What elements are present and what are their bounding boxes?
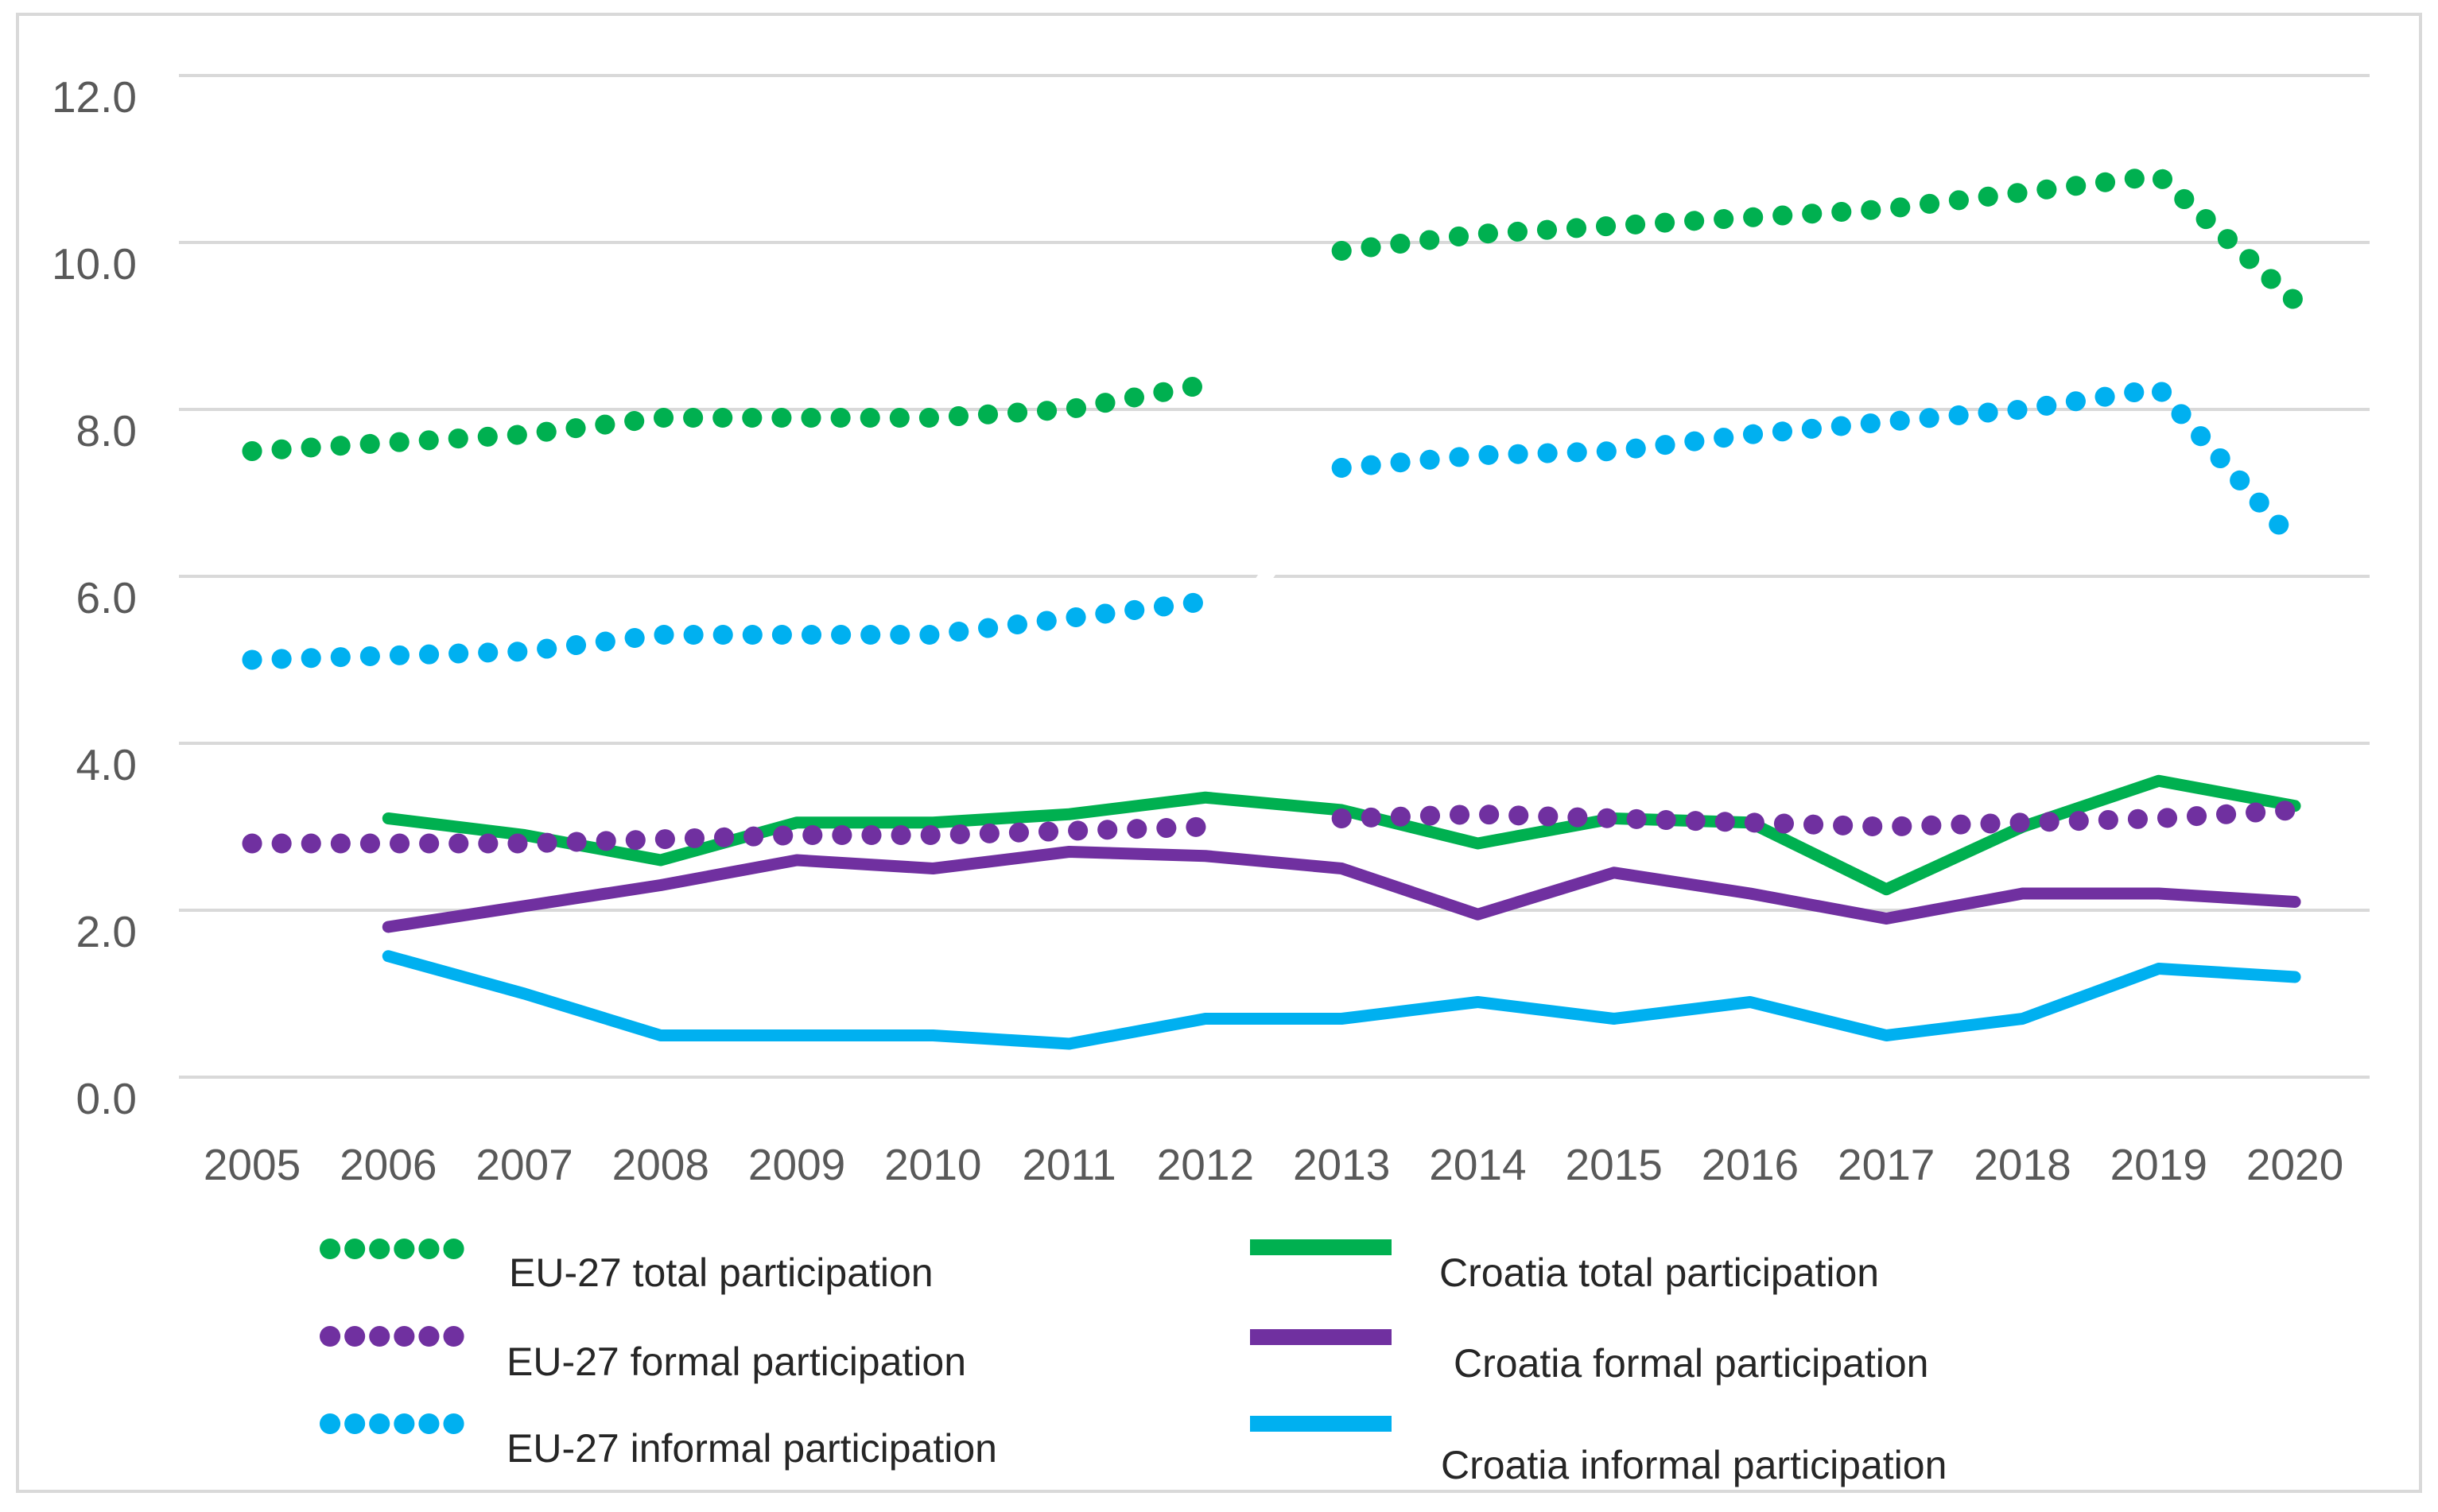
y-axis-label-8.0: 8.0 <box>76 406 137 456</box>
x-axis-label-2014: 2014 <box>1429 1140 1526 1189</box>
x-axis-label-2007: 2007 <box>476 1140 573 1189</box>
x-axis-label-2012: 2012 <box>1157 1140 1254 1189</box>
series-croatia-formal-participation <box>382 846 2301 933</box>
series-eu-27-formal-participation-segment-2 <box>1331 800 2305 837</box>
x-axis-label-2016: 2016 <box>1702 1140 1799 1189</box>
legend-label-croatia-formal-participation: Croatia formal participation <box>1454 1341 1929 1386</box>
series-eu-27-total-participation-segment-2 <box>1331 165 2305 311</box>
x-axis-label-2019: 2019 <box>2110 1140 2207 1189</box>
y-axis-label-2.0: 2.0 <box>76 907 137 956</box>
series-eu-27-informal-participation-segment-1 <box>242 591 1216 670</box>
y-axis-label-12.0: 12.0 <box>52 72 137 122</box>
x-axis-label-2006: 2006 <box>340 1140 437 1189</box>
x-axis-label-2005: 2005 <box>204 1140 301 1189</box>
x-axis-label-2011: 2011 <box>1022 1140 1116 1189</box>
y-axis-label-10.0: 10.0 <box>52 239 137 289</box>
x-axis-label-2009: 2009 <box>748 1140 845 1189</box>
y-axis-label-4.0: 4.0 <box>76 740 137 789</box>
series-eu-27-formal-participation-segment-1 <box>242 816 1216 854</box>
legend-label-eu-27-total-participation: EU-27 total participation <box>509 1250 934 1295</box>
x-axis-label-2008: 2008 <box>612 1140 709 1189</box>
x-axis-label-2013: 2013 <box>1293 1140 1390 1189</box>
series-eu-27-total-participation-segment-1 <box>242 374 1216 461</box>
legend-label-croatia-informal-participation: Croatia informal participation <box>1441 1443 1947 1487</box>
x-axis-label-2010: 2010 <box>884 1140 981 1189</box>
legend-label-eu-27-informal-participation: EU-27 informal participation <box>507 1426 997 1471</box>
x-axis-label-2020: 2020 <box>2246 1140 2343 1189</box>
series-break-marker <box>1244 551 1287 603</box>
y-axis-label-6.0: 6.0 <box>76 573 137 622</box>
y-axis-label-0.0: 0.0 <box>76 1074 137 1123</box>
legend-label-eu-27-formal-participation: EU-27 formal participation <box>507 1339 966 1384</box>
x-axis-label-2015: 2015 <box>1566 1140 1663 1189</box>
legend-label-croatia-total-participation: Croatia total participation <box>1439 1250 1879 1295</box>
series-eu-27-informal-participation-segment-2 <box>1331 378 2305 553</box>
x-axis-label-2017: 2017 <box>1838 1140 1935 1189</box>
series-croatia-informal-participation <box>382 950 2301 1050</box>
x-axis-label-2018: 2018 <box>1974 1140 2071 1189</box>
chart-border <box>16 13 2422 1493</box>
